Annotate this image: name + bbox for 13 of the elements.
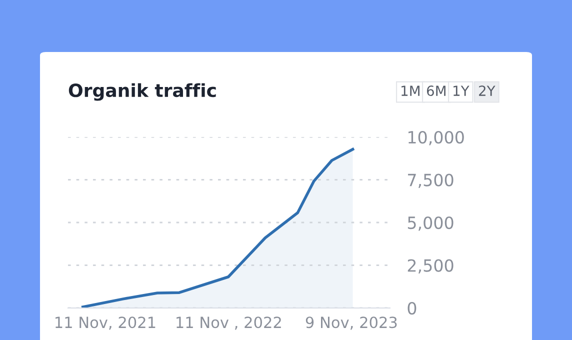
y-tick-label: 10,000 xyxy=(408,130,464,146)
y-tick-label: 7,500 xyxy=(408,174,454,188)
text: 6M xyxy=(426,86,446,96)
text: 1Y xyxy=(454,86,470,96)
x-tick-label: 9 Nov, 2023 xyxy=(306,316,397,330)
y-tick-label: 5,000 xyxy=(408,216,454,231)
text: 2Y xyxy=(479,86,496,96)
chart-title: Organik traffic xyxy=(68,83,216,101)
x-tick-label: 11 Nov, 2021 xyxy=(56,316,156,330)
x-tick-label: 11 Nov , 2022 xyxy=(176,316,281,330)
text: 1M xyxy=(402,86,420,96)
y-tick-label: 2,500 xyxy=(408,259,454,274)
y-tick-label: 0 xyxy=(408,302,416,315)
